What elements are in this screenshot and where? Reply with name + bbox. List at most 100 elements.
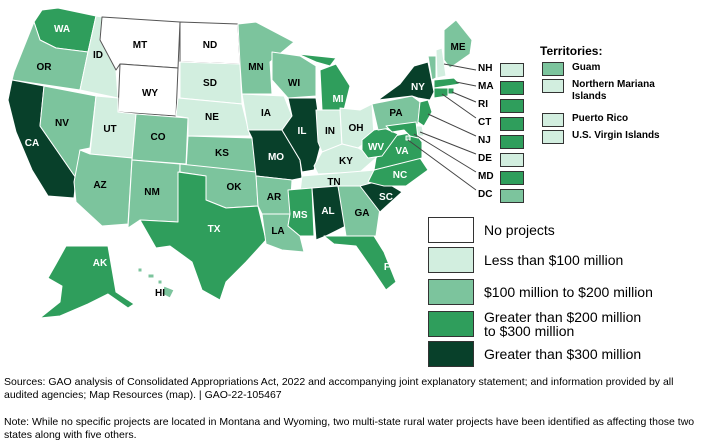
small-state-swatch-MA	[500, 81, 524, 95]
state-label-FL: FL	[384, 262, 396, 273]
note-text: Note: While no specific projects are loc…	[4, 416, 695, 441]
legend-label: Less than $100 million	[484, 252, 624, 268]
small-state-swatch-MD	[500, 171, 524, 185]
state-label-TN: TN	[327, 177, 340, 188]
state-FL[interactable]	[323, 235, 397, 291]
state-label-OK: OK	[227, 182, 243, 193]
territory-swatch	[542, 130, 564, 144]
state-label-MT: MT	[133, 40, 147, 51]
legend-label: Greater than $200 million to $300 millio…	[484, 309, 642, 339]
state-TX[interactable]	[139, 171, 267, 301]
legend-item: Greater than $200 million to $300 millio…	[428, 310, 641, 338]
state-label-WI: WI	[288, 78, 300, 89]
small-state-swatch-DC	[500, 189, 524, 203]
territory-label: Northern Mariana Islands	[572, 79, 655, 102]
state-NY[interactable]	[377, 61, 435, 101]
state-label-MN: MN	[248, 62, 264, 73]
legend-item: No projects	[428, 217, 555, 243]
territory-item: U.S. Virgin Islands	[542, 130, 702, 144]
callout-CT	[441, 93, 477, 119]
state-label-SC: SC	[379, 192, 393, 203]
territory-label: Puerto Rico	[572, 113, 629, 124]
state-HI[interactable]	[137, 267, 175, 299]
state-label-CO: CO	[151, 132, 166, 143]
state-label-AK: AK	[93, 258, 108, 269]
state-DC[interactable]	[405, 135, 411, 141]
small-state-callouts	[407, 63, 477, 191]
state-label-OH: OH	[349, 123, 364, 134]
territory-swatch	[542, 79, 564, 93]
state-label-SD: SD	[203, 78, 217, 89]
state-label-ND: ND	[203, 40, 217, 51]
small-state-label-CT: CT	[478, 117, 492, 128]
state-WI[interactable]	[271, 51, 317, 99]
territories-title: Territories:	[540, 44, 603, 58]
small-state-swatch-NJ	[500, 135, 524, 149]
state-label-KY: KY	[339, 156, 353, 167]
state-RI[interactable]	[447, 87, 455, 95]
state-label-NY: NY	[411, 82, 425, 93]
state-label-WY: WY	[142, 88, 158, 99]
state-label-UT: UT	[103, 124, 116, 135]
state-label-ME: ME	[451, 42, 466, 53]
territory-item: Guam	[542, 62, 702, 76]
state-label-MI: MI	[332, 94, 343, 105]
territory-label: Guam	[572, 62, 601, 73]
legend-label: Greater than $300 million	[484, 346, 642, 362]
state-label-WA: WA	[54, 24, 70, 35]
state-label-TX: TX	[208, 224, 221, 235]
legend-swatch	[428, 311, 474, 337]
state-label-ID: ID	[93, 50, 103, 61]
state-WV[interactable]	[361, 127, 399, 159]
small-state-label-RI: RI	[478, 99, 488, 110]
state-MN[interactable]	[237, 21, 295, 95]
territory-item: Northern Mariana Islands	[542, 79, 702, 103]
small-state-label-MD: MD	[478, 171, 494, 182]
state-label-OR: OR	[37, 62, 53, 73]
callout-RI	[451, 91, 477, 103]
state-label-AL: AL	[321, 206, 334, 217]
state-AK[interactable]	[39, 245, 135, 319]
state-NH[interactable]	[435, 47, 447, 79]
small-state-label-NH: NH	[478, 63, 493, 74]
state-AL[interactable]	[311, 185, 347, 241]
state-label-MO: MO	[268, 152, 284, 163]
territory-swatch	[542, 113, 564, 127]
state-NJ[interactable]	[417, 99, 433, 127]
legend-swatch	[428, 247, 474, 273]
callout-MA	[455, 81, 477, 87]
small-state-label-NJ: NJ	[478, 135, 491, 146]
state-label-AZ: AZ	[93, 180, 106, 191]
callout-MD	[413, 133, 477, 173]
legend-swatch	[428, 217, 474, 243]
state-MI[interactable]	[297, 53, 351, 111]
small-state-swatch-DE	[500, 153, 524, 167]
state-label-NC: NC	[393, 170, 407, 181]
state-label-NE: NE	[205, 112, 219, 123]
callout-DC	[407, 139, 477, 191]
state-label-IN: IN	[325, 126, 335, 137]
small-state-label-DE: DE	[478, 153, 492, 164]
state-VT[interactable]	[427, 55, 437, 81]
state-label-HI: HI	[155, 288, 165, 299]
state-label-IL: IL	[298, 126, 307, 137]
state-MA[interactable]	[433, 77, 461, 89]
legend-swatch	[428, 341, 474, 367]
callout-NH	[443, 63, 477, 71]
state-label-NV: NV	[55, 118, 69, 129]
state-label-PA: PA	[389, 108, 402, 119]
sources-text: Sources: GAO analysis of Consolidated Ap…	[4, 376, 674, 401]
small-state-label-MA: MA	[478, 81, 494, 92]
callout-NJ	[427, 113, 477, 137]
legend-label: No projects	[484, 222, 555, 238]
legend-swatch	[428, 279, 474, 305]
state-ME[interactable]	[443, 19, 473, 69]
state-label-NM: NM	[144, 187, 160, 198]
small-state-label-DC: DC	[478, 189, 493, 200]
state-label-WV: WV	[368, 142, 384, 153]
state-label-IA: IA	[261, 108, 271, 119]
small-state-swatch-CT	[500, 117, 524, 131]
legend-item: $100 million to $200 million	[428, 279, 653, 305]
state-label-LA: LA	[271, 226, 284, 237]
